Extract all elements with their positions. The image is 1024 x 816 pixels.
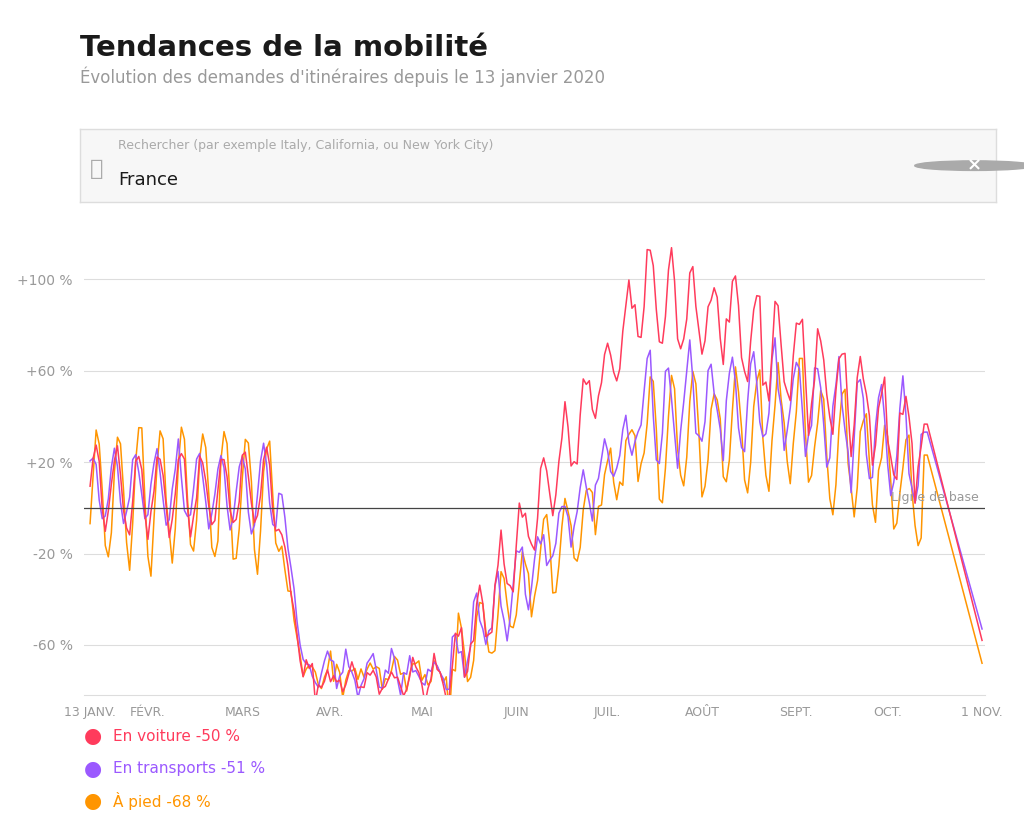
Text: Rechercher (par exemple Italy, California, ou New York City): Rechercher (par exemple Italy, Californi… xyxy=(119,139,494,152)
Text: ●: ● xyxy=(84,759,102,778)
Text: En voiture -50 %: En voiture -50 % xyxy=(113,729,240,743)
Text: Tendances de la mobilité: Tendances de la mobilité xyxy=(80,34,487,62)
Text: À pied -68 %: À pied -68 % xyxy=(113,792,210,810)
Text: ●: ● xyxy=(84,792,102,811)
Text: En transports -51 %: En transports -51 % xyxy=(113,761,265,776)
Text: Évolution des demandes d'itinéraires depuis le 13 janvier 2020: Évolution des demandes d'itinéraires dep… xyxy=(80,67,605,87)
Text: Ligne de base: Ligne de base xyxy=(891,491,979,504)
Text: ×: × xyxy=(967,157,982,175)
Circle shape xyxy=(914,161,1024,171)
Text: ●: ● xyxy=(84,726,102,746)
Text: ⌕: ⌕ xyxy=(90,159,103,180)
Text: France: France xyxy=(119,171,178,189)
